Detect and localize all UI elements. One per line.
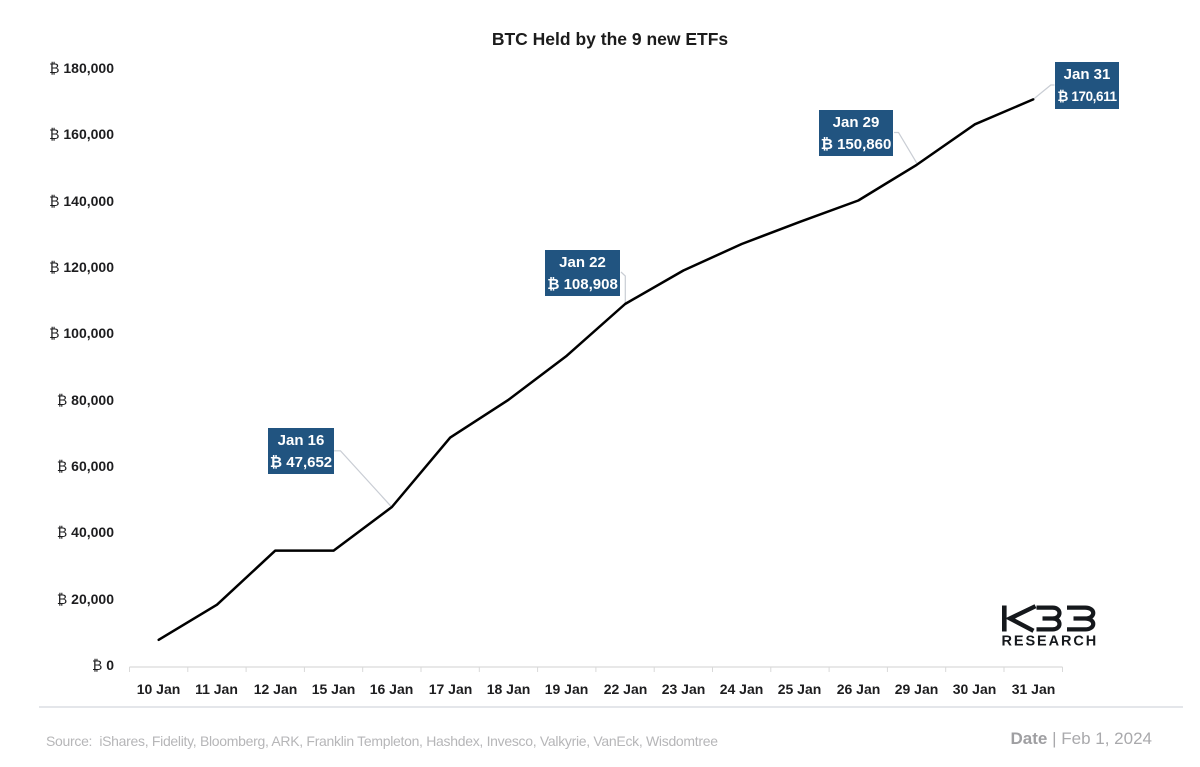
svg-text:RESEARCH: RESEARCH bbox=[1002, 634, 1099, 650]
